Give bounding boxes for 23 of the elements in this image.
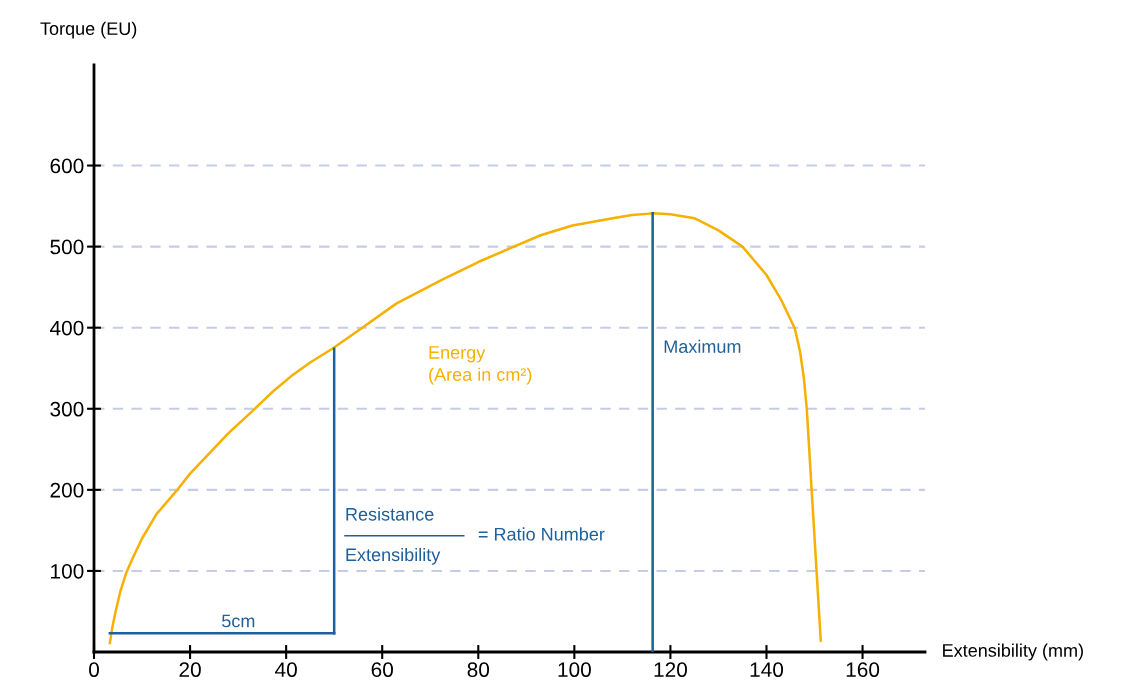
y-tick-label: 200 bbox=[50, 482, 84, 498]
annotation: Resistance bbox=[346, 507, 434, 521]
annotation: Extensibility bbox=[346, 547, 441, 565]
x-tick-label: 40 bbox=[275, 662, 297, 678]
x-tick-label: 120 bbox=[654, 662, 687, 678]
x-axis-title: Extensibility (mm) bbox=[943, 643, 1083, 661]
x-tick-label: 0 bbox=[89, 662, 99, 678]
y-tick-label: 600 bbox=[50, 158, 84, 174]
annotation: = Ratio Number bbox=[478, 527, 605, 541]
annotation: 5cm bbox=[222, 614, 255, 628]
x-tick-label: 160 bbox=[846, 662, 880, 678]
x-tick-label: 60 bbox=[371, 662, 393, 678]
x-tick-label: 20 bbox=[179, 662, 201, 678]
y-tick-label: 500 bbox=[50, 239, 84, 255]
x-tick-label: 80 bbox=[467, 662, 490, 678]
x-tick-label: 140 bbox=[750, 662, 784, 678]
y-tick-label: 100 bbox=[51, 563, 84, 579]
y-tick-label: 400 bbox=[50, 320, 84, 336]
annotation: Energy (Area in cm²) bbox=[429, 346, 532, 385]
y-tick-label: 300 bbox=[50, 401, 84, 417]
annotation: Maximum bbox=[664, 339, 741, 353]
y-axis-title: Torque (EU) bbox=[40, 21, 137, 39]
x-tick-label: 100 bbox=[558, 662, 591, 678]
